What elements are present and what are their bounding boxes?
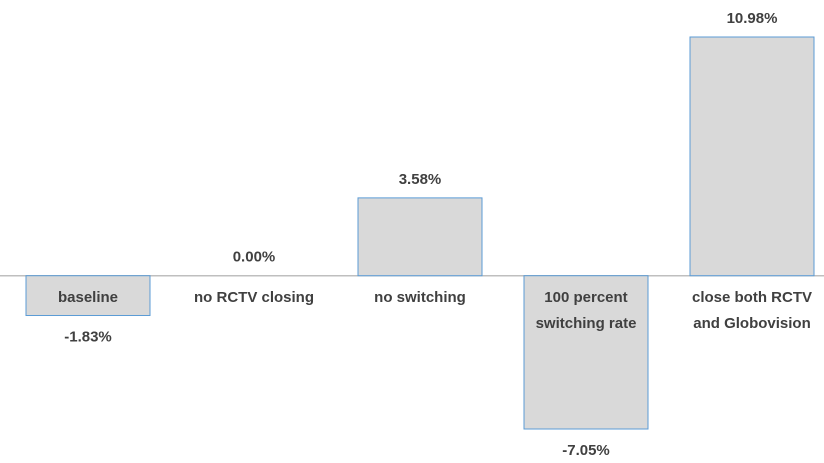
category-label: no switching bbox=[374, 288, 466, 306]
value-label: 0.00% bbox=[233, 249, 276, 266]
bar bbox=[689, 36, 815, 277]
category-label: close both RCTV and Globovision bbox=[691, 288, 812, 332]
bar bbox=[25, 275, 151, 317]
category-label: no RCTV closing bbox=[194, 288, 314, 306]
bar bbox=[357, 197, 483, 277]
category-label: baseline bbox=[57, 288, 119, 306]
value-label: -1.83% bbox=[64, 328, 112, 345]
value-label: -7.05% bbox=[562, 442, 610, 459]
category-label: 100 percent switching rate bbox=[535, 288, 637, 332]
bar bbox=[523, 275, 649, 430]
value-label: 3.58% bbox=[399, 171, 442, 188]
value-label: 10.98% bbox=[727, 10, 778, 27]
